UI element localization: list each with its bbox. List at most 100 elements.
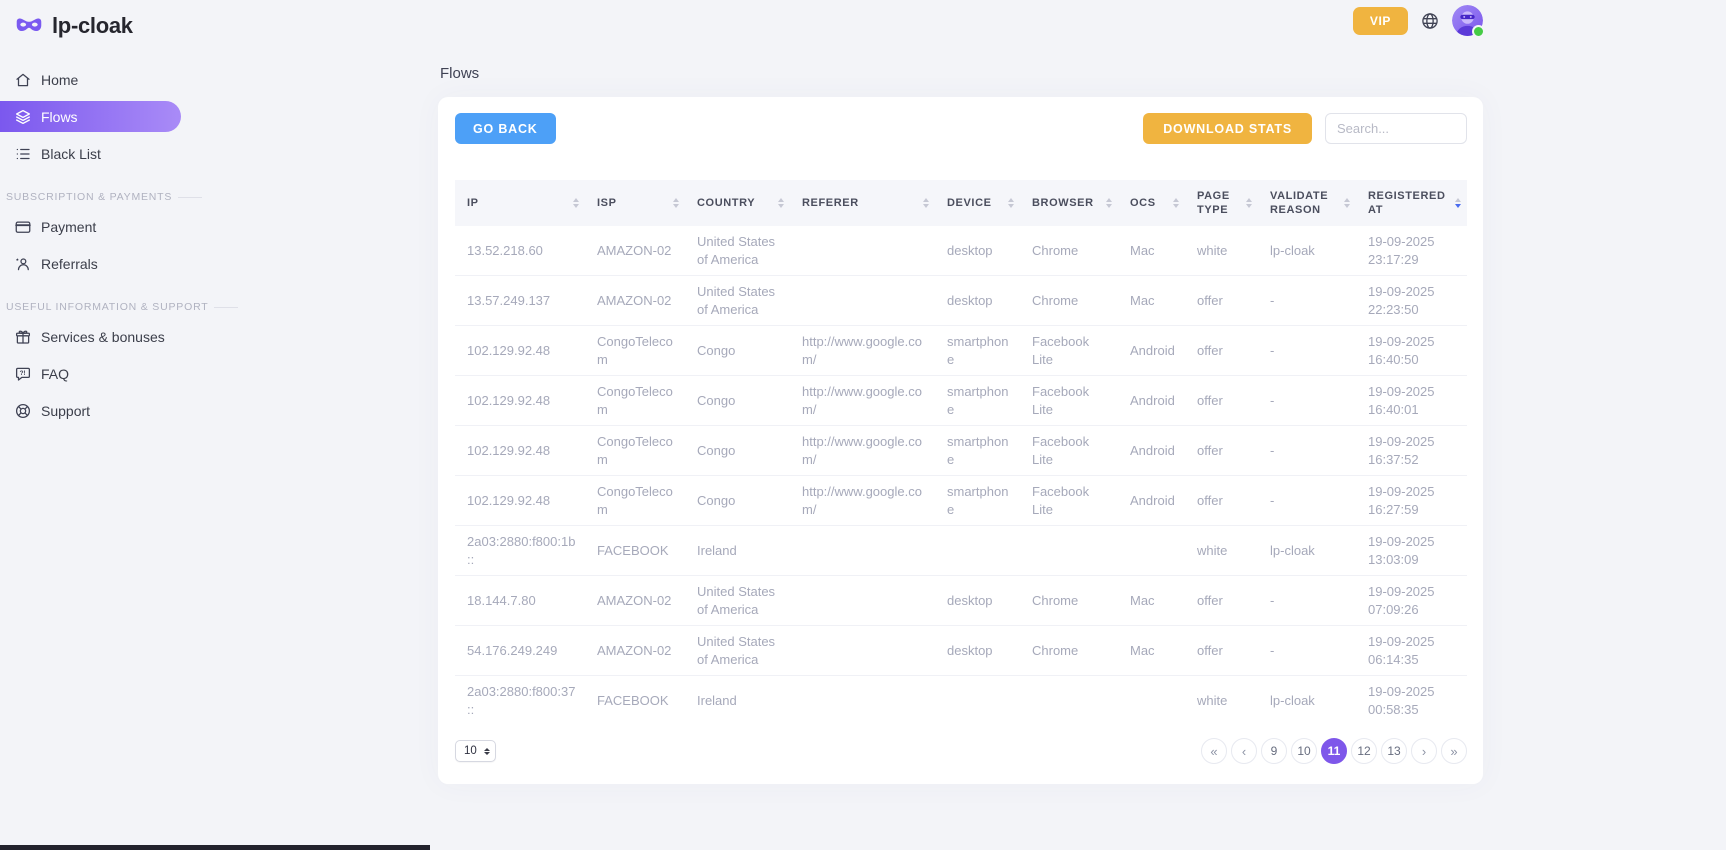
sidebar-item-label: Services & bonuses <box>41 328 165 345</box>
column-header-validate-reason[interactable]: VALIDATE REASON <box>1258 180 1356 226</box>
cell-isp: AMAZON-02 <box>585 275 685 326</box>
sort-icon <box>1246 198 1252 208</box>
go-back-button[interactable]: GO BACK <box>455 113 556 144</box>
table-header-row: IP ISP COUNTRY REFERER DEVICE BROWSER OCS PAGE … <box>455 180 1467 226</box>
cell-browser: Facebook Lite <box>1020 325 1118 376</box>
sidebar-item-label: Home <box>41 71 79 88</box>
cell-registered-at: 19-09-2025 16:40:01 <box>1356 375 1467 426</box>
page-9-button[interactable]: 9 <box>1261 738 1287 764</box>
download-stats-button[interactable]: DOWNLOAD STATS <box>1143 113 1312 144</box>
cell-referer <box>790 625 935 676</box>
mask-icon <box>14 16 44 36</box>
cell-country: Ireland <box>685 675 790 725</box>
table-row: 18.144.7.80 AMAZON-02 United States of Ame… <box>455 575 1467 626</box>
cell-ip: 54.176.249.249 <box>455 625 585 676</box>
last-page-button[interactable]: » <box>1441 738 1467 764</box>
column-header-registered-at[interactable]: REGISTERED AT <box>1356 180 1467 226</box>
brand: lp-cloak <box>0 0 186 39</box>
cell-country: Congo <box>685 325 790 376</box>
cell-device: smartphone <box>935 375 1020 426</box>
page-11-button[interactable]: 11 <box>1321 738 1347 764</box>
cell-ocs: Mac <box>1118 625 1185 676</box>
cell-country: United States of America <box>685 226 790 276</box>
vip-button[interactable]: VIP <box>1352 6 1408 35</box>
table-body: 13.52.218.60 AMAZON-02 United States of Am… <box>455 226 1467 725</box>
cell-isp: CongoTelecom <box>585 425 685 476</box>
cell-device: smartphone <box>935 475 1020 526</box>
sidebar-item-flows[interactable]: Flows <box>0 101 181 132</box>
cell-ip: 18.144.7.80 <box>455 575 585 626</box>
sidebar-item-label: FAQ <box>41 365 70 382</box>
sort-icon <box>1008 197 1014 208</box>
cell-registered-at: 19-09-2025 07:09:26 <box>1356 575 1467 626</box>
cell-browser: Facebook Lite <box>1020 375 1118 426</box>
sort-icon <box>1173 197 1179 208</box>
sidebar-item-services-bonuses[interactable]: Services & bonuses <box>0 321 186 352</box>
cell-page-type: white <box>1185 226 1258 276</box>
search-input[interactable] <box>1325 113 1467 144</box>
next-page-button[interactable]: › <box>1411 738 1437 764</box>
cell-ip: 13.57.249.137 <box>455 275 585 326</box>
sidebar-item-label: Referrals <box>41 255 98 272</box>
page-size-select[interactable]: 10 <box>455 740 496 762</box>
cell-registered-at: 19-09-2025 16:40:50 <box>1356 325 1467 376</box>
cell-ip: 102.129.92.48 <box>455 375 585 426</box>
avatar[interactable] <box>1452 5 1485 38</box>
cell-browser: Chrome <box>1020 575 1118 626</box>
cell-referer: http://www.google.com/ <box>790 475 935 526</box>
cell-device: desktop <box>935 275 1020 326</box>
sidebar-item-label: Payment <box>41 218 97 235</box>
cell-device: desktop <box>935 575 1020 626</box>
cell-page-type: offer <box>1185 575 1258 626</box>
sidebar-item-faq[interactable]: ?! FAQ <box>0 358 186 389</box>
cell-registered-at: 19-09-2025 00:58:35 <box>1356 675 1467 725</box>
column-header-referer[interactable]: REFERER <box>790 180 935 226</box>
sidebar-item-support[interactable]: Support <box>0 395 186 426</box>
cell-country: United States of America <box>685 575 790 626</box>
cell-ip: 2a03:2880:f800:37:: <box>455 675 585 725</box>
sidebar-item-label: Black List <box>41 145 101 162</box>
cell-country: United States of America <box>685 275 790 326</box>
column-header-ocs[interactable]: OCS <box>1118 180 1185 226</box>
cell-browser: Chrome <box>1020 226 1118 276</box>
sidebar-item-black-list[interactable]: Black List <box>0 138 186 169</box>
sidebar-item-label: Flows <box>41 108 78 125</box>
globe-icon[interactable] <box>1420 11 1440 31</box>
sidebar-item-home[interactable]: Home <box>0 64 186 95</box>
cell-browser: Chrome <box>1020 275 1118 326</box>
first-page-button[interactable]: « <box>1201 738 1227 764</box>
cell-referer <box>790 226 935 276</box>
page-size-value: 10 <box>464 745 477 757</box>
cell-isp: CongoTelecom <box>585 475 685 526</box>
table-row: 54.176.249.249 AMAZON-02 United States of … <box>455 625 1467 676</box>
svg-text:?!: ?! <box>20 370 26 377</box>
column-header-browser[interactable]: BROWSER <box>1020 180 1118 226</box>
prev-page-button[interactable]: ‹ <box>1231 738 1257 764</box>
column-header-isp[interactable]: ISP <box>585 180 685 226</box>
column-header-country[interactable]: COUNTRY <box>685 180 790 226</box>
cell-validate-reason: - <box>1258 275 1356 326</box>
column-header-device[interactable]: DEVICE <box>935 180 1020 226</box>
cell-ip: 102.129.92.48 <box>455 325 585 376</box>
table-row: 13.57.249.137 AMAZON-02 United States of A… <box>455 275 1467 326</box>
cell-isp: FACEBOOK <box>585 675 685 725</box>
cell-referer <box>790 275 935 326</box>
column-header-page-type[interactable]: PAGE TYPE <box>1185 180 1258 226</box>
page-10-button[interactable]: 10 <box>1291 738 1317 764</box>
cell-validate-reason: - <box>1258 575 1356 626</box>
cell-browser <box>1020 525 1118 576</box>
sidebar-item-referrals[interactable]: Referrals <box>0 248 186 279</box>
cell-browser <box>1020 675 1118 725</box>
column-header-ip[interactable]: IP <box>455 180 585 226</box>
cell-referer <box>790 525 935 576</box>
page-13-button[interactable]: 13 <box>1381 738 1407 764</box>
page-12-button[interactable]: 12 <box>1351 738 1377 764</box>
sidebar: lp-cloak Home Flows Black List SUBSCRIPTION… <box>0 0 430 850</box>
sort-icon <box>778 197 784 208</box>
sidebar-item-payment[interactable]: Payment <box>0 211 186 242</box>
table-row: 102.129.92.48 CongoTelecom Congo http://www… <box>455 325 1467 376</box>
cell-referer <box>790 675 935 725</box>
cell-country: Ireland <box>685 525 790 576</box>
cell-ip: 102.129.92.48 <box>455 475 585 526</box>
cell-page-type: offer <box>1185 325 1258 376</box>
